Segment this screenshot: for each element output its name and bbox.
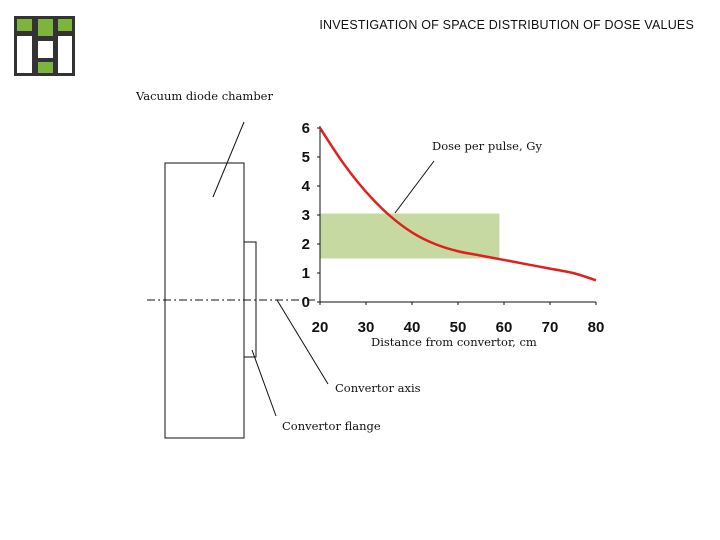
x-tick-label: 40 (404, 319, 421, 336)
x-tick-label: 70 (542, 319, 559, 336)
logo-block (58, 36, 72, 73)
logo-block (17, 36, 32, 73)
axis-leader-line (276, 299, 329, 385)
x-tick-label: 20 (312, 319, 329, 336)
dose-range-highlight (320, 213, 500, 259)
x-tick-label: 80 (588, 319, 605, 336)
y-tick-label: 1 (302, 265, 310, 282)
convertor-flange-label: Convertor flange (282, 419, 381, 433)
x-tick-label: 60 (496, 319, 513, 336)
y-tick-label: 4 (302, 178, 311, 195)
y-tick-label: 2 (302, 236, 310, 253)
chamber-leader-line (212, 121, 245, 198)
vacuum-diode-chamber-label: Vacuum diode chamber (136, 89, 273, 103)
y-tick-label: 3 (302, 207, 310, 224)
dose-leader-line (394, 160, 435, 214)
y-tick-label: 6 (302, 120, 310, 137)
distance-axis-label: Distance from convertor, cm (371, 335, 537, 349)
institution-logo (14, 16, 75, 76)
logo-block (58, 19, 72, 31)
logo-block (38, 19, 53, 36)
flange-leader-line (251, 349, 277, 417)
dose-curve-line (318, 127, 597, 282)
logo-block (38, 41, 53, 58)
y-tick-label: 5 (302, 149, 310, 166)
x-tick-label: 30 (358, 319, 375, 336)
y-tick-label: 0 (302, 294, 310, 311)
logo-block (17, 19, 32, 31)
page-title: INVESTIGATION OF SPACE DISTRIBUTION OF D… (319, 18, 694, 32)
logo-block (38, 62, 53, 73)
convertor-axis-label: Convertor axis (335, 381, 421, 395)
dose-per-pulse-label: Dose per pulse, Gy (432, 139, 542, 153)
dose-chart: 0 1 2 3 4 5 6 20 30 40 50 60 70 80 (302, 120, 605, 336)
x-tick-label: 50 (450, 319, 467, 336)
